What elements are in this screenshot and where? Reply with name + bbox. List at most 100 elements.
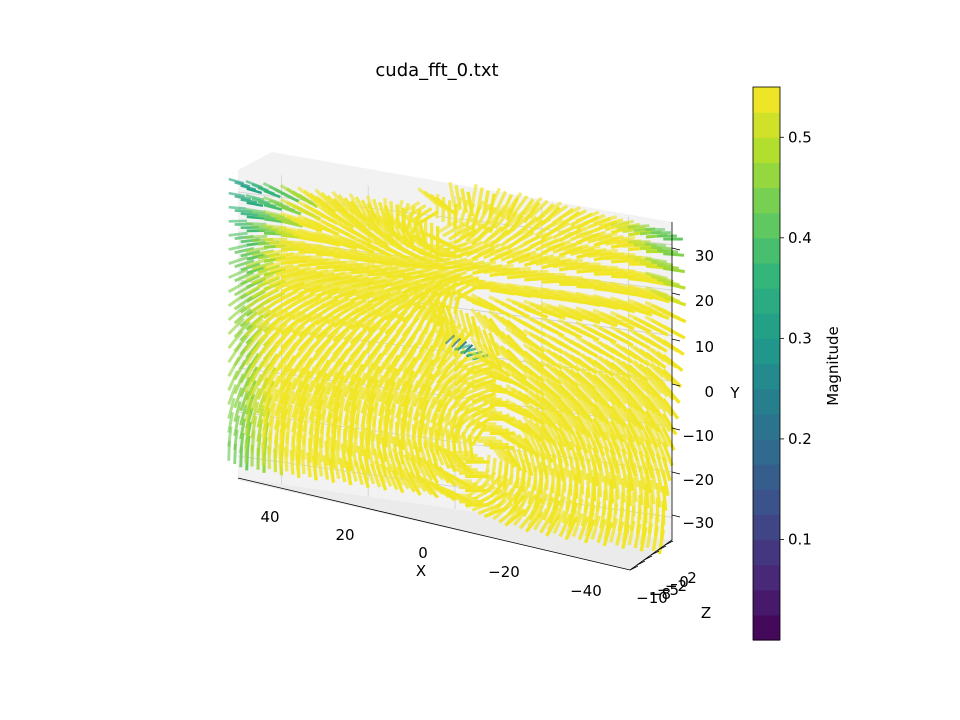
quiver-arrow <box>453 368 479 380</box>
quiver-arrow <box>366 371 379 396</box>
quiver-arrow <box>574 393 592 416</box>
quiver-arrow <box>644 359 665 379</box>
quiver-arrow <box>384 272 409 286</box>
x-tick-label: 40 <box>260 508 279 526</box>
quiver-arrow <box>245 269 268 282</box>
quiver-arrow <box>471 407 497 412</box>
quiver-arrow <box>539 447 548 473</box>
quiver-arrow <box>661 485 668 511</box>
quiver-arrow <box>245 179 263 189</box>
quiver-arrow <box>580 426 594 450</box>
quiver-arrow <box>296 324 317 345</box>
quiver-arrow <box>592 323 616 338</box>
quiver-arrow <box>571 512 584 538</box>
colorbar-segment <box>753 363 780 390</box>
quiver-arrow <box>360 441 370 467</box>
quiver-arrow <box>591 410 607 434</box>
quiver-arrow <box>453 237 478 251</box>
quiver-arrow <box>383 387 394 413</box>
quiver-arrow <box>488 264 514 270</box>
quiver-arrow <box>453 290 479 303</box>
quiver-arrow <box>334 440 341 465</box>
quiver-arrow <box>575 262 601 267</box>
quiver-arrow <box>620 477 626 503</box>
quiver-arrow <box>338 457 347 483</box>
quiver-arrow <box>262 332 281 354</box>
quiver-arrow <box>372 374 385 400</box>
quiver-arrow <box>512 504 532 527</box>
quiver-arrow <box>405 206 416 231</box>
quiver-arrow <box>414 474 433 496</box>
quiver-arrow <box>593 249 618 254</box>
quiver-arrow <box>315 257 341 263</box>
quiver-arrow <box>643 417 658 442</box>
quiver-arrow <box>406 451 422 475</box>
quiver-arrow <box>431 442 445 466</box>
quiver-arrow <box>257 214 278 221</box>
quiver-arrow <box>385 433 393 458</box>
quiver-arrow <box>540 236 566 248</box>
quiver-arrow <box>240 212 259 217</box>
colorbar-tick-label: 0.1 <box>788 530 812 548</box>
quiver-arrow <box>383 282 407 300</box>
quiver-arrow <box>651 245 673 251</box>
quiver-arrow <box>528 199 549 220</box>
quiver-arrow <box>552 510 567 535</box>
quiver-arrow <box>442 270 468 281</box>
quiver-arrow <box>558 513 573 538</box>
quiver-arrow <box>245 281 268 296</box>
quiver-arrow <box>267 388 279 414</box>
quiver-arrow <box>385 466 399 491</box>
quiver-arrow <box>626 429 639 455</box>
quiver-arrow <box>645 242 667 248</box>
quiver-arrow <box>279 360 294 385</box>
quiver-arrow <box>349 271 375 281</box>
quiver-arrow <box>279 322 300 343</box>
quiver-arrow <box>400 335 417 358</box>
quiver-arrow <box>575 335 598 352</box>
quiver-arrow <box>546 506 561 531</box>
quiver-arrow <box>441 283 450 308</box>
quiver-arrow <box>522 386 543 407</box>
quiver-arrow <box>575 210 600 223</box>
quiver-arrow <box>586 473 591 498</box>
colorbar-segment <box>753 137 780 164</box>
quiver-arrow <box>644 329 667 347</box>
quiver-arrow <box>663 252 685 257</box>
quiver-arrow <box>540 330 564 347</box>
quiver-arrow <box>331 328 351 349</box>
quiver-arrow <box>557 376 577 397</box>
quiver-arrow <box>540 301 566 313</box>
quiver-arrow <box>280 240 306 245</box>
quiver-arrow <box>558 383 578 404</box>
quiver-arrow <box>418 271 441 290</box>
colorbar-segment <box>753 489 780 515</box>
quiver-arrow <box>360 375 373 400</box>
colorbar-segment <box>753 212 780 239</box>
quiver-arrow <box>581 213 606 226</box>
quiver-arrow <box>441 197 446 222</box>
quiver-arrow <box>227 304 246 322</box>
quiver-arrow <box>337 383 348 409</box>
quiver-arrow <box>471 393 497 398</box>
colorbar-segment <box>753 87 780 113</box>
quiver-arrow <box>496 461 503 486</box>
quiver-arrow <box>470 307 488 330</box>
quiver-arrow <box>338 284 363 296</box>
quiver-arrow <box>488 352 510 372</box>
quiver-arrow <box>643 403 660 426</box>
quiver-arrow <box>227 317 245 336</box>
quiver-arrow <box>279 347 296 371</box>
quiver-arrow <box>591 439 602 465</box>
quiver-arrow <box>506 501 526 523</box>
quiver-arrow <box>234 259 255 269</box>
quiver-arrow <box>442 448 462 469</box>
quiver-arrow <box>314 351 330 375</box>
quiver-arrow <box>262 195 284 206</box>
quiver-arrow <box>251 197 271 205</box>
quiver-arrow <box>546 377 566 398</box>
quiver-arrow <box>268 286 292 301</box>
quiver-arrow <box>246 253 267 261</box>
quiver-arrow <box>627 312 651 327</box>
quiver-arrow <box>240 262 261 272</box>
